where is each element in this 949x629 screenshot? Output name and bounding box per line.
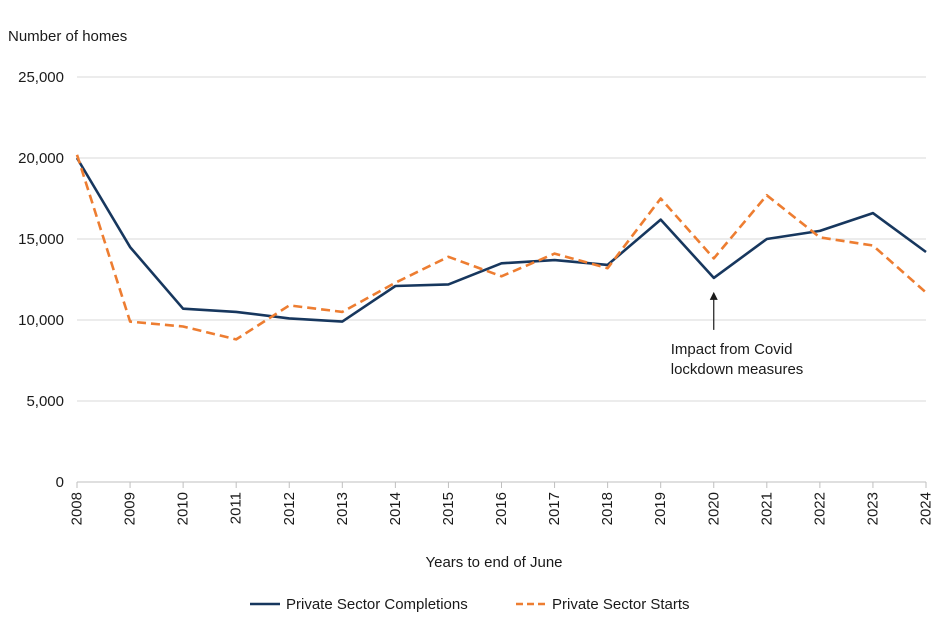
y-tick-label: 15,000	[18, 231, 64, 248]
legend-label: Private Sector Completions	[286, 596, 468, 613]
x-axis-label: Years to end of June	[425, 554, 562, 571]
annotation-arrowhead	[709, 291, 718, 300]
x-tick-label: 2010	[175, 492, 192, 525]
x-tick-label: 2021	[758, 492, 775, 525]
x-tick-label: 2024	[918, 492, 935, 525]
x-tick-label: 2020	[705, 492, 722, 525]
y-tick-label: 25,000	[18, 69, 64, 86]
x-axis: 2008 2009 2010 2011 2012 2013 2014 2015 2016 2017…	[69, 481, 935, 525]
series-lines	[75, 154, 927, 341]
x-tick-label: 2016	[493, 492, 510, 525]
x-tick-label: 2009	[122, 492, 139, 525]
x-tick-label: 2015	[440, 492, 457, 525]
series-line-starts	[75, 154, 927, 341]
y-tick-label: 0	[56, 474, 64, 491]
y-tick-label: 20,000	[18, 150, 64, 167]
y-axis-label: Number of homes	[8, 28, 127, 45]
y-tick-label: 10,000	[18, 312, 64, 329]
y-tick-label: 5,000	[26, 393, 64, 410]
x-tick-label: 2008	[69, 492, 86, 525]
x-tick-label: 2023	[864, 492, 881, 525]
x-tick-label: 2017	[546, 492, 563, 525]
annotation-text: lockdown measures	[671, 361, 804, 378]
annotation: Impact from Covid lockdown measures	[671, 291, 804, 378]
x-tick-label: 2011	[228, 492, 245, 524]
annotation-text: Impact from Covid	[671, 341, 793, 358]
series-line-completions	[75, 157, 927, 323]
legend: Private Sector Completions Private Sector…	[250, 596, 690, 613]
x-tick-label: 2013	[334, 492, 351, 525]
gridlines	[77, 76, 926, 402]
y-tick-labels: 0 5,000 10,000 15,000 20,000 25,000	[18, 69, 64, 491]
legend-label: Private Sector Starts	[552, 596, 690, 613]
x-tick-label: 2014	[387, 492, 404, 525]
x-tick-label: 2022	[811, 492, 828, 525]
x-tick-label: 2012	[281, 492, 298, 525]
x-tick-label: 2018	[599, 492, 616, 525]
x-tick-label: 2019	[652, 492, 669, 525]
